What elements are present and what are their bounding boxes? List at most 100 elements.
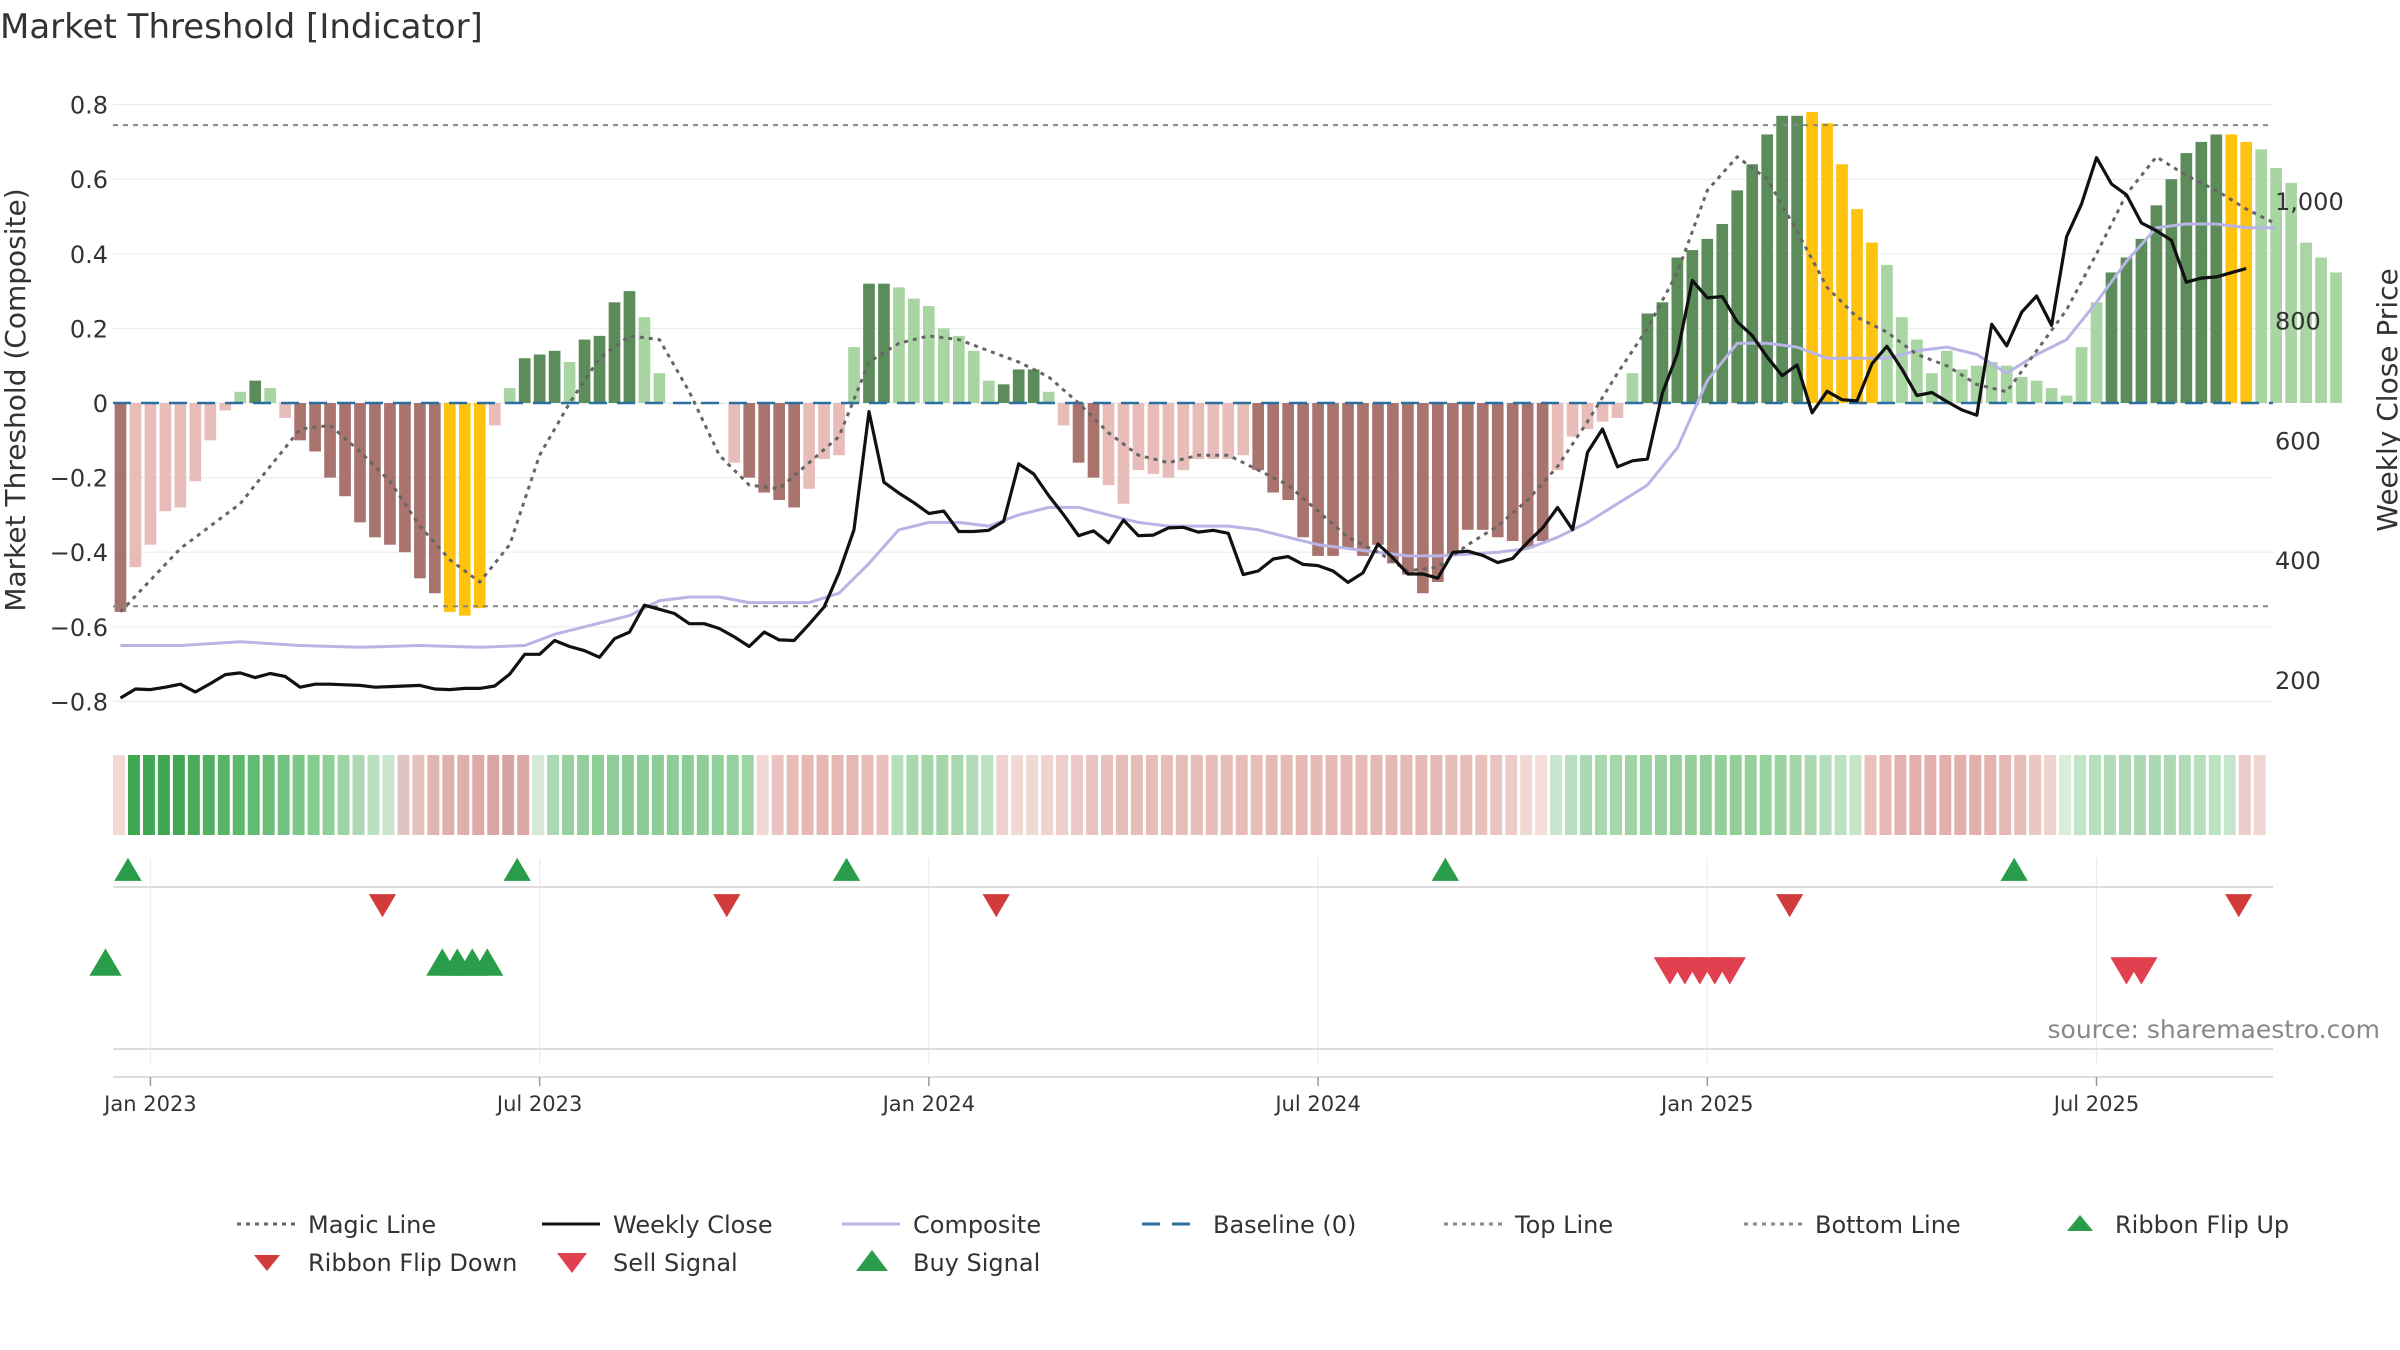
threshold-bar [1626,373,1639,403]
threshold-bar [294,403,306,441]
threshold-bar [1581,403,1594,430]
ribbon-flip-down-marker [982,894,1010,918]
threshold-bar [458,403,471,616]
threshold-bar [2105,272,2118,403]
ribbon-cell [2208,755,2221,835]
threshold-bar [1057,403,1070,426]
ribbon-flip-down-marker [1776,894,1804,918]
threshold-bar [2300,242,2312,403]
threshold-bar [1731,190,1744,403]
threshold-bar [1761,134,1774,403]
threshold-bar [1162,403,1175,478]
legend-item: Buy Signal [856,1249,1040,1277]
threshold-bar [1147,403,1160,474]
legend-item: Weekly Close [542,1211,773,1239]
ribbon-cell [157,755,170,835]
ribbon-cell [1954,755,1967,835]
ribbon-cell [1774,755,1787,835]
ribbon-flip-down-marker [2225,894,2253,918]
legend-swatch [856,1250,888,1271]
threshold-bar [653,373,666,403]
legend-item: Bottom Line [1744,1211,1961,1239]
threshold-bar [503,388,516,403]
ribbon-cell [2029,755,2042,835]
threshold-bar [833,403,845,456]
ribbon-cell [532,755,545,835]
ribbon-cell [1849,755,1862,835]
threshold-bar [563,361,576,403]
threshold-bar [369,403,381,538]
reference-lines [113,124,2273,608]
threshold-bar [982,380,995,403]
legend: Magic Line Weekly Close Composite Baseline … [237,1211,2289,1277]
threshold-bar [1866,242,1878,403]
threshold-bar [548,350,561,403]
threshold-bar [1836,164,1848,403]
threshold-bar [2330,272,2342,403]
ribbon-cell [382,755,395,835]
right-tick-label: 400 [2275,547,2321,575]
ribbon-cell [202,755,215,835]
threshold-bar [1551,403,1564,471]
ribbon-cell [936,755,949,835]
ribbon-flip-up-marker [2000,857,2028,881]
ribbon-cell [1550,755,1563,835]
threshold-bar [1207,403,1220,459]
threshold-bar [818,403,830,459]
threshold-bar [1282,403,1294,500]
chart-title: Market Threshold [Indicator] [0,7,483,47]
ribbon-cell [771,755,784,835]
ribbon-cell [666,755,679,835]
x-tick-label: Jul 2024 [1273,1092,1360,1116]
threshold-bar [129,403,142,568]
left-tick-label: −0.2 [50,465,108,493]
threshold-bar [2015,376,2028,403]
threshold-bar [1327,403,1339,556]
ribbon-cell [1580,755,1593,835]
ribbon-cell [2238,755,2251,835]
threshold-bar [773,403,786,500]
ribbon-cell [1969,755,1982,835]
threshold-bar [2135,238,2148,403]
legend-swatch [254,1255,280,1271]
ribbon-cell [577,755,590,835]
legend-swatch [557,1253,587,1273]
left-tick-label: −0.8 [50,688,108,716]
ribbon-cell [951,755,964,835]
threshold-bar [1611,403,1624,418]
ribbon-cell [517,755,530,835]
ribbon-cell [307,755,320,835]
threshold-bar [1476,403,1489,530]
threshold-bar [848,347,860,403]
threshold-bar [1132,403,1145,471]
threshold-bar [488,403,501,426]
ribbon-cell [1475,755,1488,835]
threshold-bar [1237,403,1250,456]
threshold-bar [1117,403,1130,504]
threshold-bar [144,403,157,545]
ribbon-cell [1520,755,1533,835]
threshold-bar [2255,149,2268,403]
threshold-bar [788,403,800,508]
ribbon-flip-up-marker [832,857,861,881]
threshold-bar [1940,350,1953,403]
threshold-bar [399,403,411,553]
threshold-bar [2210,134,2223,403]
ribbon-cell [1355,755,1368,835]
threshold-bar [1851,209,1863,403]
x-tick-label: Jan 2024 [881,1092,976,1116]
threshold-bar [608,302,621,403]
ribbon-cell [1924,755,1937,835]
threshold-bar [159,403,172,512]
threshold-bar [234,391,247,403]
threshold-bar [1372,403,1384,545]
ribbon-flip-down-marker [713,894,741,918]
legend-label: Buy Signal [913,1249,1040,1277]
ribbon-cell [636,755,649,835]
threshold-bar [2000,365,2013,403]
ribbon-cell [1699,755,1712,835]
left-tick-label: 0.4 [70,241,108,269]
threshold-bar [743,403,756,478]
threshold-bar [1192,403,1205,459]
